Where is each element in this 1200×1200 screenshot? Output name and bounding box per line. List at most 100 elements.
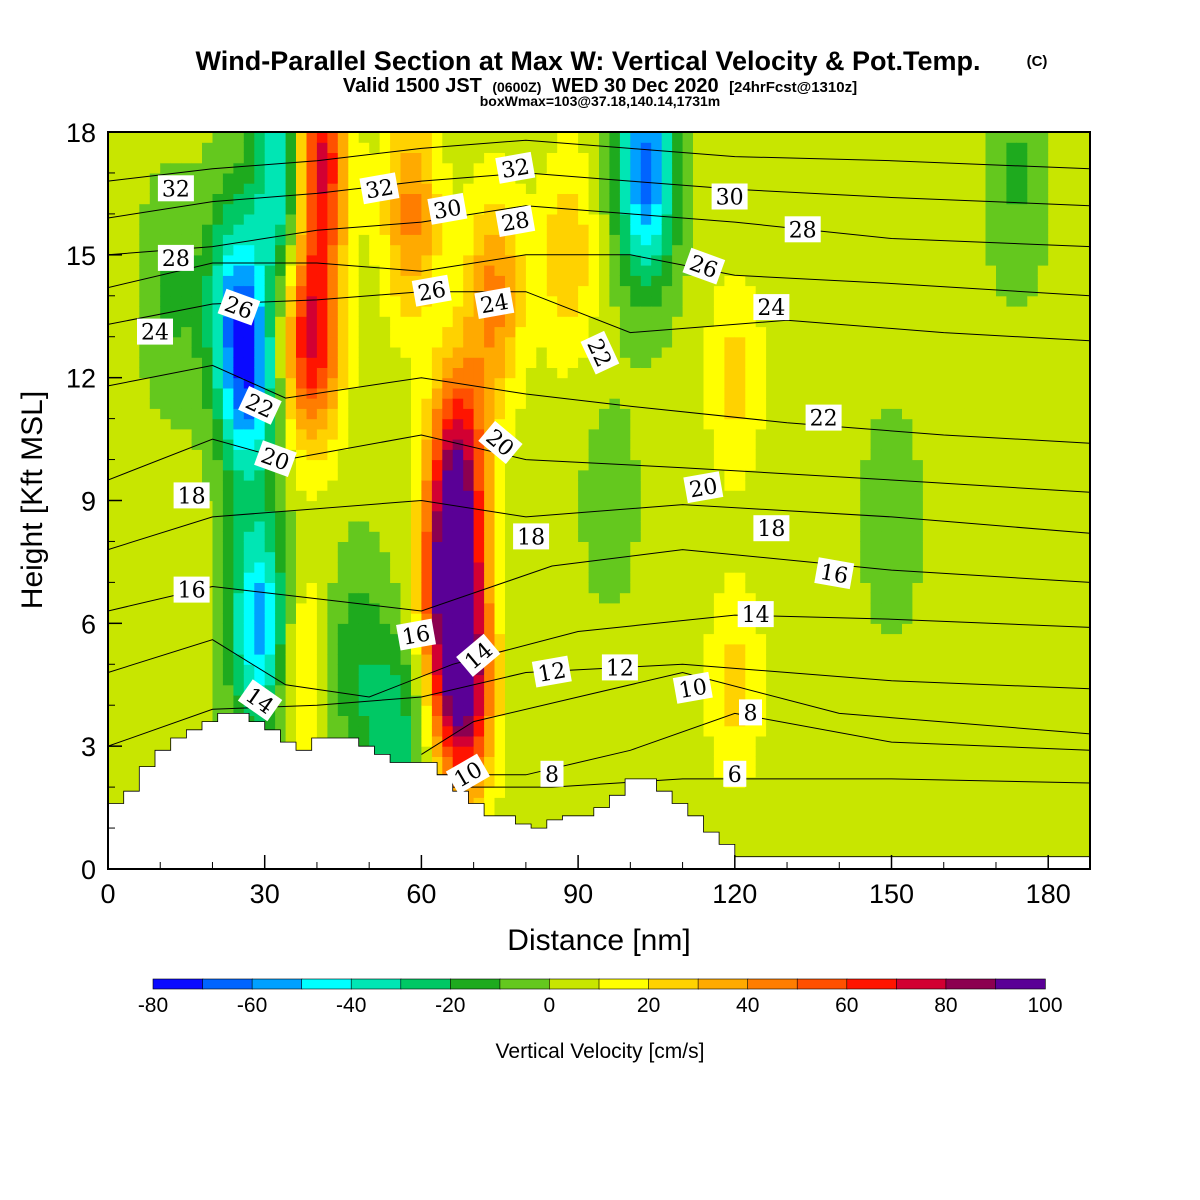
velocity-cell	[170, 132, 182, 143]
velocity-cell	[316, 367, 328, 379]
velocity-cell	[327, 613, 339, 624]
velocity-cell	[243, 654, 255, 665]
velocity-cell	[149, 152, 161, 164]
velocity-cell	[369, 469, 381, 481]
velocity-cell	[609, 203, 621, 215]
velocity-cell	[745, 316, 757, 328]
velocity-cell	[264, 224, 276, 235]
velocity-cell	[306, 643, 318, 655]
velocity-cell	[452, 735, 464, 747]
velocity-cell	[128, 633, 140, 645]
velocity-cell	[672, 439, 684, 450]
velocity-cell	[160, 602, 172, 614]
velocity-cell	[128, 531, 140, 542]
velocity-cell	[191, 357, 203, 368]
velocity-cell	[431, 490, 443, 502]
velocity-cell	[682, 531, 694, 542]
velocity-cell	[337, 613, 349, 624]
velocity-cell	[599, 418, 610, 430]
velocity-cell	[766, 561, 778, 573]
velocity-cell	[233, 592, 245, 604]
velocity-cell	[651, 265, 663, 276]
velocity-cell	[128, 459, 140, 471]
velocity-cell	[588, 541, 600, 553]
velocity-cell	[609, 633, 621, 645]
velocity-cell	[212, 459, 224, 471]
velocity-cell	[421, 418, 433, 430]
velocity-cell	[776, 244, 788, 256]
velocity-cell	[557, 347, 569, 358]
velocity-cell	[118, 684, 130, 696]
velocity-cell	[651, 500, 663, 512]
velocity-cell	[264, 674, 276, 686]
velocity-cell	[828, 817, 840, 829]
velocity-cell	[108, 336, 119, 348]
velocity-cell	[411, 213, 422, 225]
velocity-cell	[672, 746, 684, 757]
velocity-cell	[484, 715, 496, 727]
velocity-cell	[578, 674, 590, 686]
velocity-cell	[181, 142, 193, 153]
velocity-cell	[567, 367, 579, 379]
velocity-cell	[264, 582, 276, 594]
velocity-cell	[651, 633, 663, 645]
velocity-cell	[191, 439, 203, 450]
velocity-cell	[222, 521, 234, 532]
velocity-cell	[588, 275, 600, 287]
velocity-cell	[505, 357, 516, 368]
velocity-cell	[108, 510, 119, 522]
velocity-cell	[275, 654, 287, 665]
velocity-cell	[191, 428, 203, 440]
velocity-cell	[411, 428, 422, 440]
velocity-cell	[588, 408, 600, 420]
velocity-cell	[682, 582, 694, 594]
velocity-cell	[734, 428, 746, 440]
velocity-cell	[515, 367, 527, 379]
velocity-cell	[787, 275, 798, 287]
velocity-cell	[452, 142, 464, 153]
velocity-cell	[515, 480, 527, 491]
velocity-cell	[546, 469, 558, 481]
velocity-cell	[807, 265, 819, 276]
velocity-cell	[390, 469, 402, 481]
velocity-cell	[473, 213, 485, 225]
velocity-cell	[724, 531, 736, 542]
velocity-cell	[724, 633, 736, 645]
velocity-cell	[630, 408, 642, 420]
velocity-cell	[275, 306, 287, 317]
velocity-cell	[713, 654, 725, 665]
velocity-cell	[661, 592, 673, 604]
velocity-cell	[494, 602, 506, 614]
velocity-cell	[505, 234, 516, 246]
velocity-cell	[369, 316, 381, 328]
velocity-cell	[337, 725, 349, 737]
velocity-cell	[473, 551, 485, 563]
velocity-cell	[536, 561, 548, 573]
velocity-cell	[515, 766, 527, 778]
velocity-cell	[484, 531, 496, 542]
velocity-cell	[202, 306, 213, 317]
velocity-cell	[170, 705, 182, 716]
velocity-cell	[191, 142, 203, 153]
velocity-cell	[745, 633, 757, 645]
velocity-cell	[348, 459, 360, 471]
velocity-cell	[734, 316, 746, 328]
velocity-cell	[202, 357, 213, 368]
velocity-cell	[745, 848, 757, 860]
velocity-cell	[337, 367, 349, 379]
velocity-cell	[285, 674, 297, 686]
velocity-cell	[797, 408, 809, 420]
velocity-cell	[619, 132, 631, 143]
velocity-cell	[505, 746, 516, 757]
velocity-cell	[411, 561, 422, 573]
velocity-cell	[766, 326, 778, 338]
velocity-cell	[484, 541, 496, 553]
velocity-cell	[546, 643, 558, 655]
velocity-cell	[818, 531, 830, 542]
velocity-cell	[640, 459, 652, 471]
velocity-cell	[713, 213, 725, 225]
velocity-cell	[766, 623, 778, 635]
velocity-cell	[630, 613, 642, 624]
velocity-cell	[797, 797, 809, 809]
velocity-cell	[379, 428, 391, 440]
